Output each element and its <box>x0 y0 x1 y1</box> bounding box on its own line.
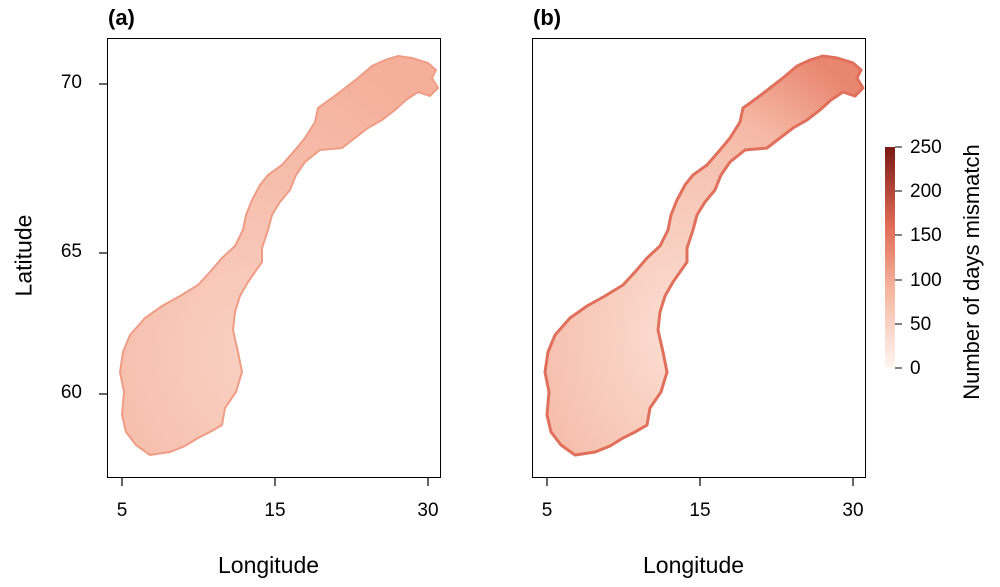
ytick-70: 70 <box>60 72 82 93</box>
panel-b-frame <box>532 38 866 478</box>
xtick-b-30: 30 <box>842 500 864 521</box>
colorbar-tick-150: 150 <box>910 225 942 246</box>
x-axis-title-b: Longitude <box>643 552 745 578</box>
norway-shape-b <box>543 54 865 457</box>
xtick-a-30: 30 <box>417 500 439 521</box>
panel-a-tag: (a) <box>108 5 135 30</box>
xtick-b-5: 5 <box>541 500 553 521</box>
colorbar-tick-250: 250 <box>910 137 942 158</box>
x-axis-ticks-b <box>546 478 854 486</box>
norway-shape-a <box>118 54 440 457</box>
colorbar-ramp <box>885 147 895 368</box>
colorbar-tick-0: 0 <box>910 358 921 379</box>
colorbar-tick-200: 200 <box>910 181 942 202</box>
colorbar-tick-100: 100 <box>910 270 942 291</box>
y-axis-title: Latitude <box>10 214 37 297</box>
norway-map-b <box>543 54 865 457</box>
colorbar <box>885 146 902 369</box>
colorbar-tick-50: 50 <box>910 314 932 335</box>
xtick-a-15: 15 <box>264 500 286 521</box>
xtick-b-15: 15 <box>689 500 711 521</box>
x-axis-title-a: Longitude <box>218 552 320 578</box>
x-axis-ticks-a <box>121 478 429 486</box>
colorbar-title: Number of days mismatch <box>959 144 984 400</box>
ytick-60: 60 <box>60 382 82 403</box>
panel-b-tag: (b) <box>533 5 562 30</box>
y-axis-ticks-a <box>99 83 107 395</box>
norway-map-a <box>118 54 440 457</box>
xtick-a-5: 5 <box>116 500 128 521</box>
panel-a-frame <box>107 38 441 478</box>
ytick-65: 65 <box>60 241 82 262</box>
